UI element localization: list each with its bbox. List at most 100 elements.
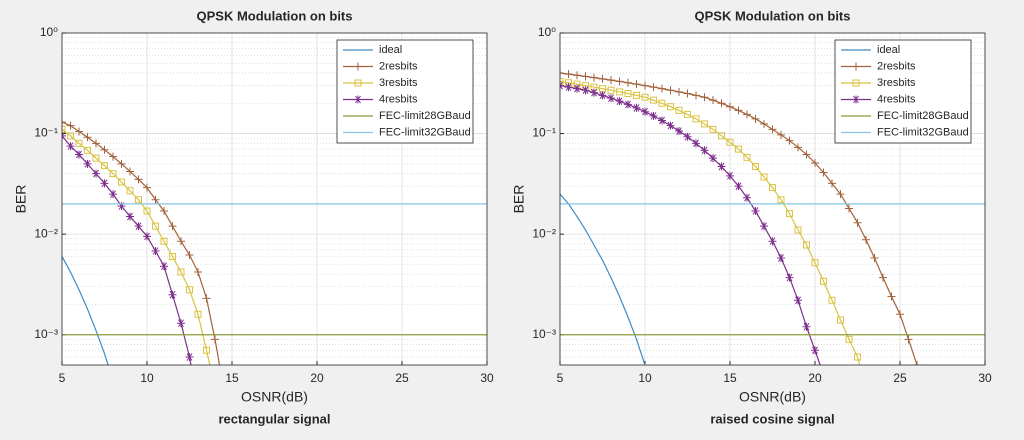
- x-tick-label: 20: [808, 371, 822, 385]
- data-marker: [75, 139, 83, 147]
- data-marker: [802, 150, 811, 159]
- legend-label: FEC-limit32GBaud: [379, 126, 471, 138]
- data-marker: [845, 335, 853, 343]
- data-marker: [709, 154, 717, 163]
- data-marker: [152, 222, 159, 230]
- data-marker: [692, 91, 700, 100]
- data-marker: [769, 184, 776, 192]
- data-marker: [709, 125, 717, 133]
- data-marker: [709, 96, 717, 105]
- data-marker: [62, 125, 66, 133]
- data-marker: [649, 111, 658, 120]
- data-marker: [581, 86, 590, 95]
- data-marker: [101, 162, 108, 170]
- x-tick-label: 30: [978, 371, 992, 385]
- data-marker: [641, 107, 649, 116]
- data-marker: [177, 319, 185, 328]
- data-marker: [151, 195, 160, 204]
- data-marker: [168, 290, 177, 299]
- data-marker: [785, 136, 794, 145]
- data-marker: [718, 132, 725, 140]
- data-marker: [126, 212, 134, 221]
- data-marker: [624, 78, 632, 87]
- data-marker: [734, 106, 743, 115]
- data-marker: [211, 335, 219, 344]
- data-marker: [624, 100, 632, 109]
- data-marker: [202, 294, 211, 303]
- series-line: [62, 128, 211, 365]
- data-marker: [126, 167, 134, 176]
- legend-label: ideal: [877, 44, 900, 56]
- x-tick-label: 5: [557, 371, 564, 385]
- y-tick-label: 10⁰: [40, 25, 58, 39]
- y-tick-label: 10⁻³: [532, 327, 556, 341]
- data-marker: [803, 241, 810, 249]
- x-tick-label: 25: [395, 371, 409, 385]
- data-marker: [650, 96, 657, 104]
- data-marker: [126, 187, 134, 195]
- data-marker: [820, 277, 827, 285]
- data-marker: [658, 84, 666, 93]
- data-marker: [186, 286, 193, 294]
- data-marker: [66, 121, 75, 130]
- data-marker: [777, 130, 785, 139]
- data-marker: [92, 154, 100, 162]
- data-marker: [160, 206, 168, 215]
- legend-marker: [852, 62, 860, 71]
- data-marker: [734, 182, 743, 191]
- data-marker: [632, 103, 641, 112]
- data-marker: [811, 346, 819, 355]
- data-marker: [717, 99, 726, 108]
- data-marker: [67, 132, 74, 140]
- data-marker: [151, 246, 160, 255]
- data-marker: [624, 90, 632, 98]
- data-marker: [692, 139, 700, 148]
- data-marker: [684, 110, 691, 118]
- legend-marker: [354, 79, 362, 87]
- data-marker: [109, 190, 117, 199]
- data-marker: [117, 159, 126, 168]
- x-tick-label: 15: [225, 371, 239, 385]
- data-marker: [794, 296, 802, 305]
- data-marker: [768, 237, 777, 246]
- legend-marker: [852, 95, 860, 104]
- series-line: [62, 121, 221, 365]
- data-marker: [143, 183, 151, 192]
- data-marker: [590, 83, 598, 91]
- data-marker: [700, 146, 709, 155]
- legend-label: ideal: [379, 44, 402, 56]
- x-axis-label: OSNR(dB): [241, 389, 308, 405]
- data-marker: [169, 252, 176, 260]
- data-marker: [667, 103, 674, 111]
- axes-box: [559, 32, 986, 366]
- data-marker: [836, 190, 845, 199]
- data-marker: [735, 145, 742, 153]
- data-marker: [83, 159, 92, 168]
- x-tick-label: 30: [480, 371, 494, 385]
- data-marker: [194, 268, 202, 277]
- y-axis-label: BER: [511, 185, 527, 214]
- data-marker: [717, 162, 726, 171]
- data-marker: [675, 106, 683, 114]
- data-marker: [117, 202, 126, 211]
- data-marker: [75, 150, 83, 159]
- data-marker: [726, 171, 734, 180]
- data-marker: [607, 86, 615, 94]
- data-marker: [616, 88, 623, 96]
- data-marker: [760, 222, 768, 231]
- data-marker: [143, 232, 151, 241]
- series-group: [560, 69, 985, 365]
- data-marker: [751, 206, 760, 215]
- data-marker: [802, 322, 811, 331]
- data-marker: [828, 296, 836, 304]
- data-marker: [794, 226, 802, 234]
- data-marker: [560, 69, 564, 78]
- x-axis-label: OSNR(dB): [739, 389, 806, 405]
- data-marker: [768, 125, 777, 134]
- data-marker: [66, 142, 75, 151]
- data-marker: [726, 102, 734, 111]
- data-marker: [75, 127, 83, 136]
- data-marker: [615, 97, 624, 106]
- data-marker: [143, 207, 151, 215]
